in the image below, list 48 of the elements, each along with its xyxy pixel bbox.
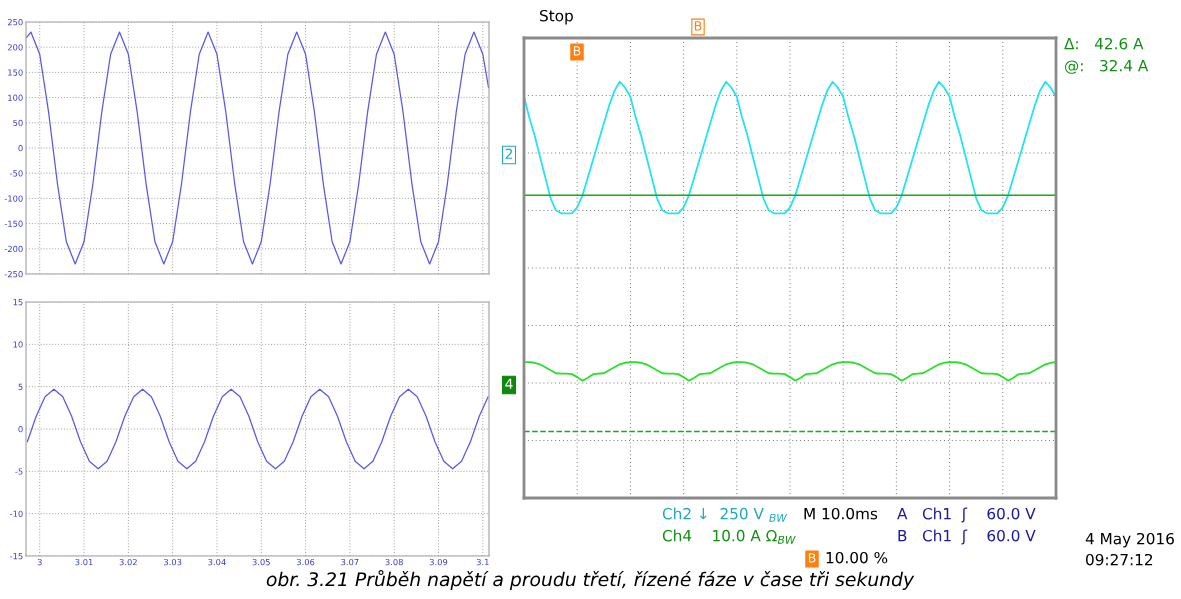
y-tick-label: 250 xyxy=(7,18,23,26)
text: 2 xyxy=(505,148,513,159)
y-tick-label: 0 xyxy=(18,144,23,152)
text: A Ch1 ʃ 60.0 V xyxy=(897,507,1036,523)
y-tick-label: 15 xyxy=(13,299,23,306)
x-tick-label: 3.05 xyxy=(252,558,270,566)
line-series xyxy=(26,388,489,470)
y-tick-label: 150 xyxy=(8,69,23,76)
text: B xyxy=(808,553,816,563)
y-tick-label: -150 xyxy=(4,220,23,227)
x-tick-label: 3.03 xyxy=(164,558,182,566)
line-series xyxy=(26,31,489,265)
y-tick-label: 5 xyxy=(18,383,23,390)
text: Stop xyxy=(540,9,573,25)
text: obr. 3.21 Průběh napětí a proudu třetí, řízené fáze v čase tři sekundy xyxy=(266,570,915,590)
y-tick-label: -15 xyxy=(10,553,23,560)
text: Ch2 ↓ 250 V $_{BW}$ xyxy=(662,507,788,522)
text: M 10.0ms xyxy=(804,507,878,520)
text: Ch4 10.0 A Ω$_{BW}$ xyxy=(662,529,796,544)
text: Δ: 42.6 A xyxy=(1064,37,1144,50)
text: 4 xyxy=(505,378,513,389)
x-tick-label: 3 xyxy=(37,558,42,566)
x-tick-label: 3.07 xyxy=(341,558,359,566)
y-tick-label: -50 xyxy=(10,170,23,177)
text: @: 32.4 A xyxy=(1065,59,1149,74)
y-tick-label: -10 xyxy=(10,510,23,517)
text: B Ch1 ʃ 60.0 V xyxy=(898,529,1036,545)
text: 10.00 % xyxy=(826,551,888,564)
text: B xyxy=(694,21,702,31)
y-tick-label: 100 xyxy=(8,94,23,101)
x-tick-label: 3.08 xyxy=(385,558,403,566)
x-tick-label: 3.04 xyxy=(208,558,226,566)
x-tick-label: 3.06 xyxy=(296,558,315,566)
y-tick-label: 50 xyxy=(13,119,23,127)
y-tick-label: 200 xyxy=(7,44,23,51)
x-tick-label: 3.02 xyxy=(119,558,137,566)
x-tick-label: 3.1 xyxy=(476,558,489,566)
y-tick-label: -200 xyxy=(4,245,23,253)
x-tick-label: 3.09 xyxy=(429,558,448,566)
y-tick-label: -250 xyxy=(4,270,23,278)
text: 09:27:12 xyxy=(1086,553,1153,566)
y-tick-label: 0 xyxy=(18,425,23,433)
text: 4 May 2016 xyxy=(1085,532,1174,548)
x-tick-label: 3.01 xyxy=(75,558,93,566)
text: B xyxy=(573,46,581,56)
y-tick-label: 10 xyxy=(13,341,23,348)
y-tick-label: -5 xyxy=(15,468,23,475)
y-tick-label: -100 xyxy=(4,195,23,202)
